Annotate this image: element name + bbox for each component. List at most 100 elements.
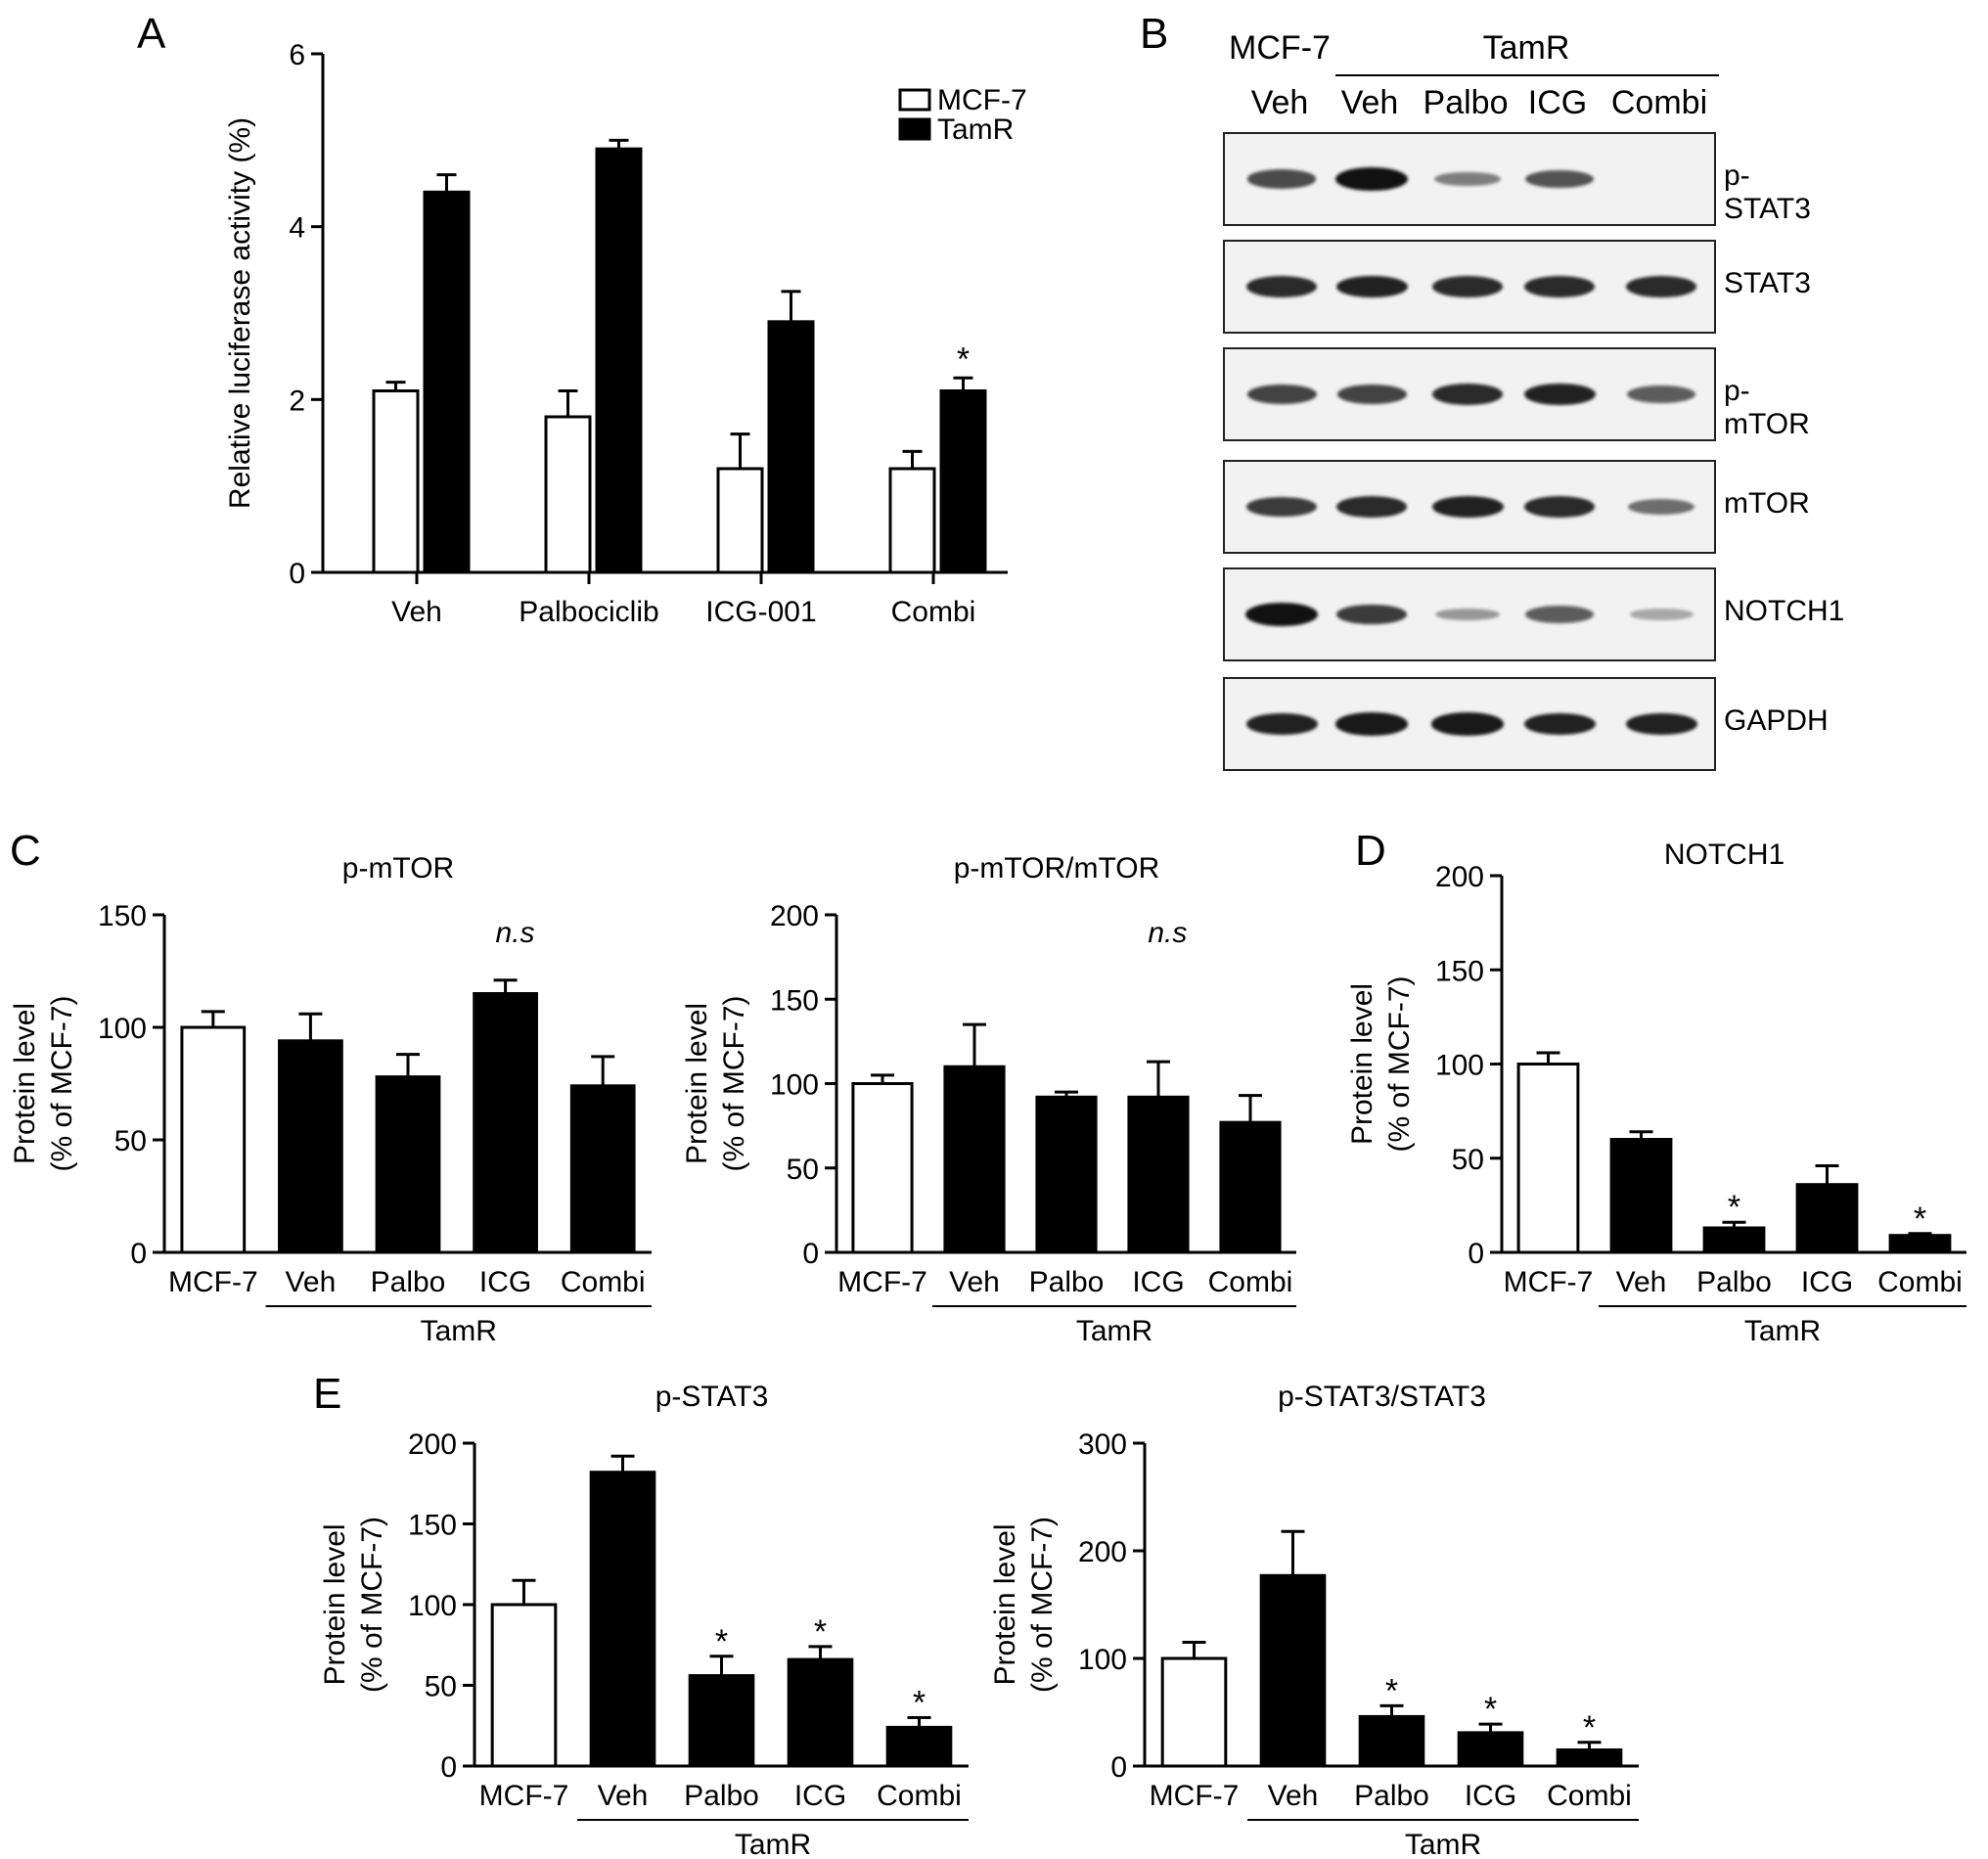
- D-ytick-label: 200: [1435, 861, 1484, 893]
- blot-row-p-mtor: [1223, 347, 1716, 441]
- D-significance: *: [1914, 1201, 1926, 1238]
- C2-bar: [1127, 1095, 1190, 1254]
- D-bar: [1516, 1063, 1580, 1254]
- E1-title: p-STAT3: [655, 1381, 769, 1413]
- C1-note: n.s: [496, 917, 535, 949]
- A-bar-mcf-7: [888, 467, 936, 574]
- blot-band: [1431, 712, 1504, 736]
- A-ytick-label: 2: [289, 385, 305, 417]
- E2-bar: [1160, 1656, 1228, 1768]
- A-xtick-label: Veh: [391, 596, 442, 628]
- blot-band: [1523, 496, 1596, 518]
- E1-xtick-label: Palbo: [684, 1780, 759, 1812]
- A-ytick-label: 0: [289, 558, 305, 590]
- E1-bar: [490, 1603, 558, 1768]
- blot-row-mtor: [1223, 460, 1716, 554]
- C1-ytick-label: 0: [130, 1238, 147, 1270]
- C2-ytick-label: 50: [787, 1154, 819, 1186]
- D-xtick-label: MCF-7: [1504, 1266, 1594, 1298]
- C1-ytick-label: 50: [114, 1125, 147, 1157]
- C1-xtick-label: MCF-7: [168, 1266, 258, 1298]
- D-bar: [1888, 1234, 1952, 1254]
- blot-band: [1246, 385, 1317, 404]
- A-legend-label: MCF-7: [937, 84, 1027, 116]
- A-bar-mcf-7: [544, 415, 592, 574]
- E2-bar: [1457, 1731, 1524, 1768]
- panel-letter-d: D: [1355, 827, 1386, 875]
- E1-ytick-label: 200: [408, 1428, 457, 1461]
- blot-band: [1525, 606, 1594, 623]
- blot-band: [1434, 171, 1501, 187]
- D-xtick-label: Veh: [1616, 1266, 1667, 1298]
- C1-xtick-label: Veh: [286, 1266, 337, 1298]
- A-xtick-label: Palbociclib: [519, 596, 658, 628]
- E1-ytick-label: 150: [408, 1510, 457, 1542]
- E1-bar: [885, 1725, 953, 1768]
- chart-e2: 0 100 200 300 Protein level (% of MCF-7) MCF-7…: [989, 1381, 1639, 1859]
- C1-bar: [180, 1025, 247, 1254]
- blot-lane-label: ICG: [1527, 84, 1588, 121]
- C1-ytick-label: 150: [98, 900, 147, 932]
- chart-d: 0 50 100 150 200 Protein level (% of MCF-7) MCF…: [1346, 839, 1966, 1347]
- C1-group-label: TamR: [421, 1315, 497, 1347]
- C2-ytick-label: 100: [770, 1069, 819, 1102]
- A-ytick-label: 4: [289, 212, 305, 245]
- D-significance: *: [1728, 1189, 1740, 1226]
- E1-ytick-label: 50: [425, 1671, 457, 1703]
- blot-band: [1336, 385, 1407, 404]
- A-bar-tamr: [595, 147, 643, 574]
- blot-band: [1336, 604, 1407, 625]
- A-bar-tamr: [939, 389, 987, 574]
- blot-band: [1335, 496, 1408, 518]
- blot-band: [1335, 275, 1408, 298]
- blot-group-label-tamr: TamR: [1482, 29, 1570, 67]
- E2-ytick-label: 300: [1078, 1428, 1127, 1461]
- E2-title: p-STAT3/STAT3: [1278, 1381, 1486, 1413]
- D-ytick-label: 150: [1435, 955, 1484, 987]
- E2-xtick-label: Veh: [1268, 1780, 1319, 1812]
- E1-significance: *: [913, 1685, 926, 1722]
- C2-xtick-label: Veh: [949, 1266, 1000, 1298]
- C2-ylabel: Protein level (% of MCF-7): [681, 996, 750, 1172]
- C2-title: p-mTOR/mTOR: [954, 852, 1160, 884]
- chart-c2: 0 50 100 150 200 Protein level (% of MCF-7) MCF…: [681, 852, 1296, 1347]
- A-bar-tamr: [767, 320, 815, 574]
- western-blot: MCF-7 TamR Veh Veh Palbo ICG Combi p-STAT3 STAT3…: [1203, 29, 1844, 783]
- blot-band: [1525, 169, 1594, 189]
- D-xtick-label: Combi: [1877, 1266, 1963, 1298]
- E2-bar: [1358, 1714, 1425, 1768]
- blot-row-notch1: [1223, 567, 1716, 661]
- blot-band: [1246, 169, 1317, 189]
- E2-xtick-label: MCF-7: [1150, 1780, 1240, 1812]
- panel-letter-c: C: [10, 827, 41, 875]
- E2-xtick-label: Palbo: [1354, 1780, 1429, 1812]
- D-xtick-label: ICG: [1801, 1266, 1853, 1298]
- A-bar-mcf-7: [372, 389, 420, 574]
- E2-bar: [1556, 1748, 1623, 1768]
- E1-ytick-label: 0: [440, 1751, 457, 1784]
- E1-bar: [787, 1657, 854, 1768]
- E2-bar: [1259, 1573, 1327, 1768]
- blot-row-label: STAT3: [1724, 267, 1811, 299]
- C1-bar: [569, 1084, 636, 1254]
- blot-band: [1245, 603, 1318, 626]
- C2-bar: [943, 1065, 1006, 1254]
- blot-band: [1246, 496, 1317, 518]
- E1-xtick-label: Combi: [877, 1780, 962, 1812]
- A-bar-tamr: [423, 190, 471, 574]
- blot-band: [1335, 167, 1408, 191]
- blot-row-stat3: [1223, 240, 1716, 334]
- blot-band: [1431, 384, 1504, 405]
- C1-xtick-label: Palbo: [371, 1266, 446, 1298]
- C2-xtick-label: Palbo: [1029, 1266, 1105, 1298]
- blot-row-label: p-STAT3: [1724, 159, 1811, 225]
- blot-row-label: NOTCH1: [1724, 595, 1845, 627]
- C2-group-label: TamR: [1076, 1315, 1152, 1347]
- panel-letter-b: B: [1140, 10, 1169, 58]
- E1-significance: *: [715, 1623, 728, 1660]
- D-group-label: TamR: [1744, 1315, 1821, 1347]
- E2-ytick-label: 0: [1110, 1751, 1127, 1784]
- E2-xtick-label: Combi: [1547, 1780, 1632, 1812]
- blot-band: [1245, 712, 1318, 736]
